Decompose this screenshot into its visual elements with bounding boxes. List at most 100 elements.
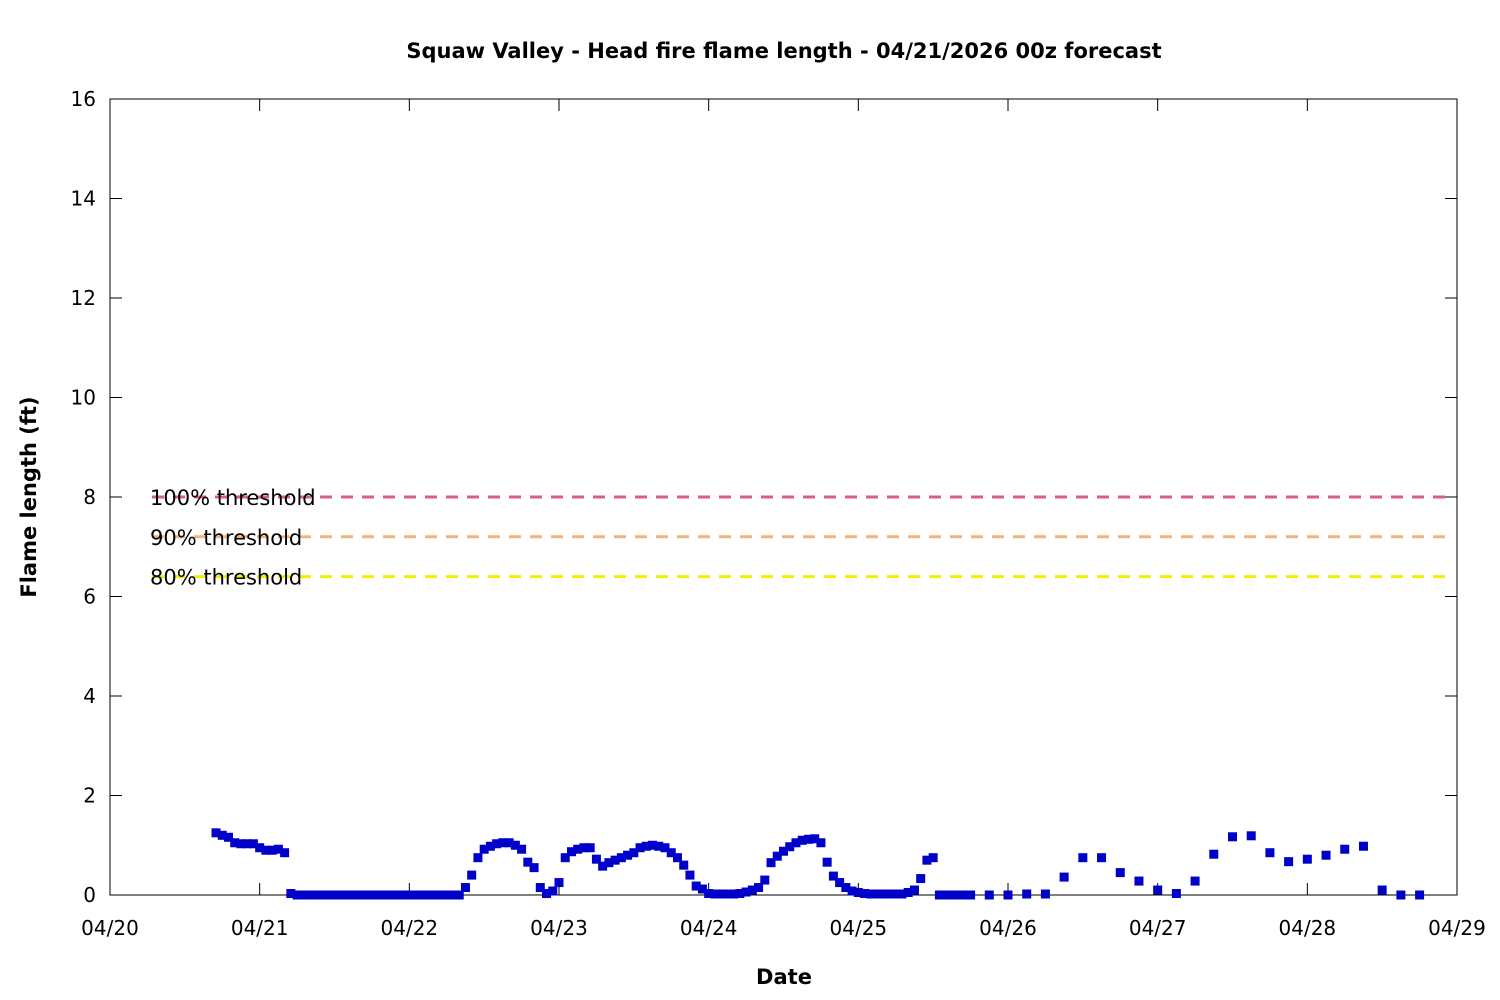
x-tick-label: 04/24 bbox=[680, 916, 738, 940]
data-point bbox=[1115, 868, 1125, 878]
data-point bbox=[261, 845, 271, 855]
data-point bbox=[984, 890, 994, 900]
data-point bbox=[1377, 885, 1387, 895]
y-tick-label: 12 bbox=[71, 286, 96, 310]
data-point bbox=[791, 838, 801, 848]
y-tick-label: 16 bbox=[71, 87, 96, 111]
x-tick-label: 04/25 bbox=[830, 916, 888, 940]
data-point bbox=[560, 853, 570, 863]
data-point bbox=[354, 890, 364, 900]
data-point bbox=[891, 889, 901, 899]
data-point bbox=[255, 843, 265, 853]
data-point bbox=[909, 885, 919, 895]
data-point bbox=[211, 828, 221, 838]
data-point bbox=[685, 870, 695, 880]
data-point bbox=[460, 883, 470, 893]
data-point bbox=[292, 890, 302, 900]
y-tick-label: 10 bbox=[71, 386, 96, 410]
data-point bbox=[766, 858, 776, 868]
threshold-label: 100% threshold bbox=[150, 486, 316, 510]
data-point bbox=[573, 844, 583, 854]
data-point bbox=[479, 844, 489, 854]
data-point bbox=[579, 843, 589, 853]
data-point bbox=[323, 890, 333, 900]
data-point bbox=[330, 890, 339, 900]
data-point bbox=[691, 881, 701, 891]
y-tick-label: 6 bbox=[83, 585, 96, 609]
data-point bbox=[242, 839, 252, 849]
x-tick-label: 04/20 bbox=[81, 916, 139, 940]
data-point bbox=[1190, 876, 1200, 886]
data-point bbox=[947, 890, 957, 900]
x-tick-label: 04/28 bbox=[1279, 916, 1337, 940]
data-point bbox=[367, 890, 377, 900]
data-point bbox=[648, 840, 658, 850]
data-point bbox=[317, 890, 327, 900]
data-point bbox=[542, 889, 552, 899]
y-tick-label: 0 bbox=[83, 883, 96, 907]
data-point bbox=[1358, 841, 1368, 851]
y-tick-label: 2 bbox=[83, 784, 96, 808]
data-point bbox=[697, 884, 707, 894]
data-point bbox=[336, 890, 346, 900]
data-point bbox=[772, 851, 782, 861]
data-point bbox=[485, 841, 495, 851]
data-point bbox=[835, 878, 845, 888]
data-point bbox=[467, 870, 477, 880]
data-point bbox=[897, 889, 907, 899]
data-point bbox=[922, 855, 932, 865]
data-point bbox=[679, 860, 689, 870]
data-point bbox=[429, 890, 439, 900]
data-point bbox=[591, 854, 601, 864]
data-point bbox=[934, 890, 944, 900]
data-point bbox=[1022, 889, 1032, 899]
data-point bbox=[230, 838, 240, 848]
data-point bbox=[1340, 844, 1350, 854]
threshold-label: 90% threshold bbox=[150, 526, 302, 550]
data-point bbox=[348, 890, 358, 900]
data-point bbox=[916, 874, 926, 884]
data-point bbox=[273, 844, 283, 854]
data-point bbox=[1003, 890, 1013, 900]
data-point bbox=[629, 848, 639, 858]
data-point bbox=[436, 890, 446, 900]
x-tick-label: 04/23 bbox=[530, 916, 588, 940]
data-point bbox=[1246, 831, 1256, 841]
data-point bbox=[392, 890, 402, 900]
data-point bbox=[847, 886, 857, 896]
data-point bbox=[548, 886, 558, 896]
data-point bbox=[311, 890, 321, 900]
data-point bbox=[872, 889, 882, 899]
data-point bbox=[1134, 876, 1144, 886]
threshold-labels: 100% threshold 90% threshold 80% threshold bbox=[150, 486, 316, 590]
data-points bbox=[211, 828, 1425, 900]
x-tick-label: 04/29 bbox=[1428, 916, 1486, 940]
data-point bbox=[280, 848, 290, 858]
data-point bbox=[286, 889, 296, 899]
data-point bbox=[404, 890, 414, 900]
data-point bbox=[959, 890, 969, 900]
data-point bbox=[747, 885, 757, 895]
data-point bbox=[504, 838, 514, 848]
data-point bbox=[1415, 890, 1425, 900]
data-point bbox=[941, 890, 951, 900]
data-point bbox=[1040, 889, 1050, 899]
data-point bbox=[1097, 853, 1107, 863]
data-point bbox=[760, 875, 770, 885]
data-point bbox=[1265, 848, 1275, 858]
chart-title: Squaw Valley - Head fire flame length - … bbox=[406, 39, 1161, 63]
data-point bbox=[604, 858, 614, 868]
data-point bbox=[386, 890, 396, 900]
data-point bbox=[623, 850, 633, 860]
data-point bbox=[822, 857, 832, 867]
data-point bbox=[903, 888, 913, 898]
x-axis: 04/20 04/21 04/22 04/23 04/24 04/25 04/26 04/27… bbox=[81, 99, 1486, 940]
data-point bbox=[598, 861, 608, 871]
data-point bbox=[953, 890, 963, 900]
data-point bbox=[1078, 853, 1088, 863]
y-axis-label: Flame length (ft) bbox=[17, 396, 41, 597]
data-point bbox=[1321, 850, 1331, 860]
data-point bbox=[1302, 854, 1312, 864]
data-point bbox=[704, 889, 714, 899]
